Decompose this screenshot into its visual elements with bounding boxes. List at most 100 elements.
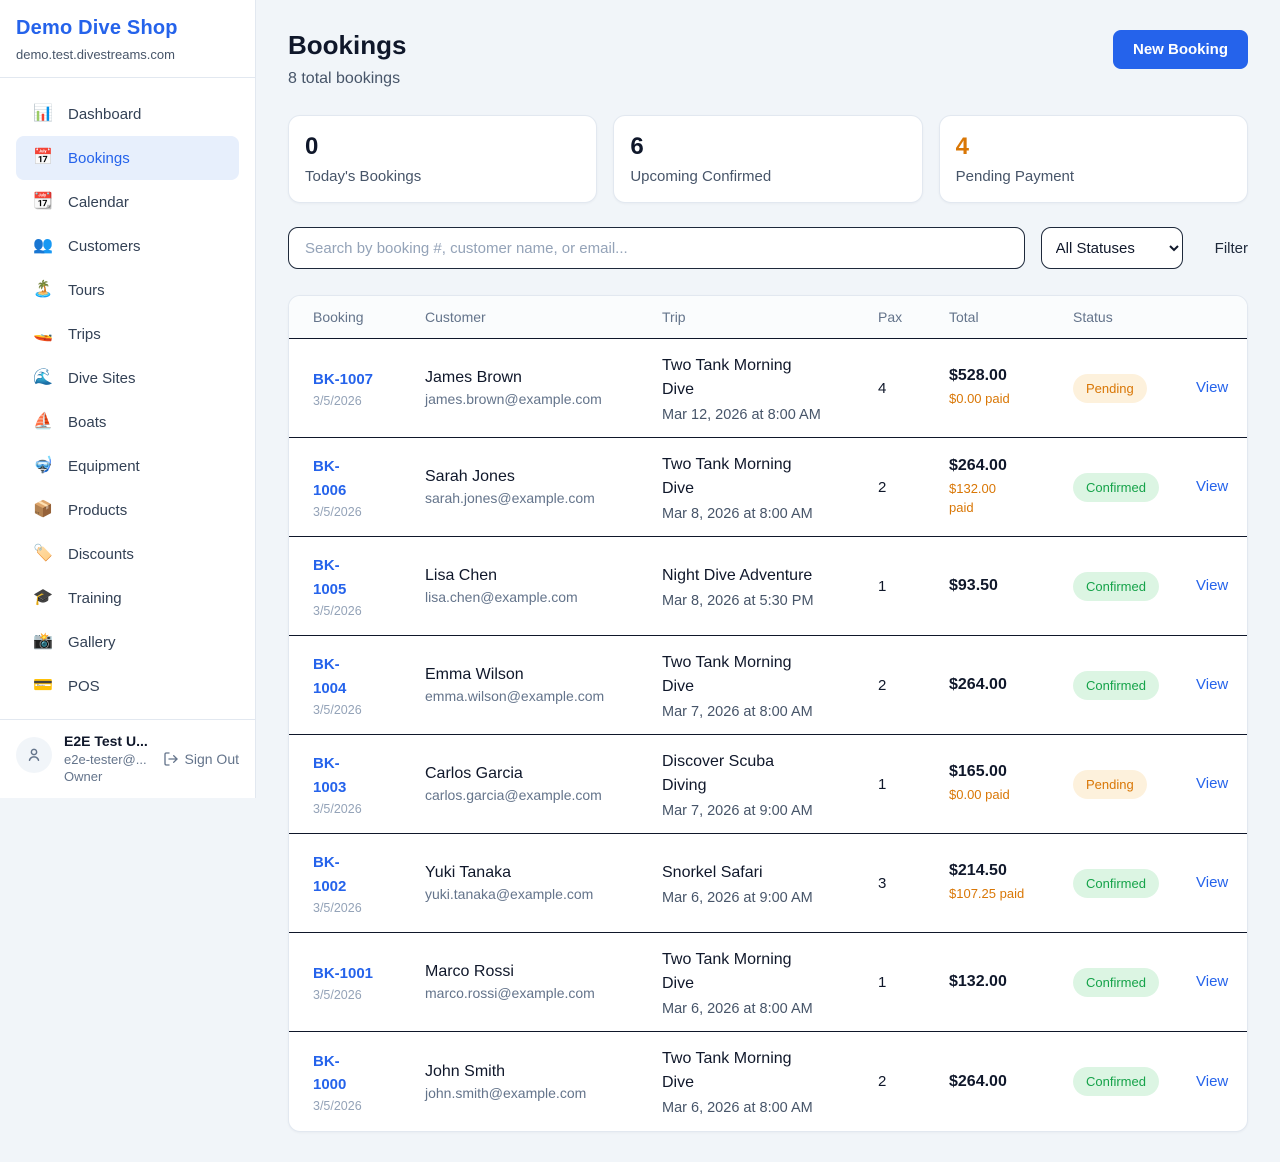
sidebar-item-dashboard[interactable]: 📊 Dashboard	[16, 92, 239, 136]
view-link[interactable]: View	[1196, 379, 1229, 396]
booking-cell: BK- 1000 3/5/2026	[313, 1050, 425, 1114]
booking-date: 3/5/2026	[313, 1099, 362, 1114]
table-row: BK-1001 3/5/2026 Marco Rossi marco.rossi…	[289, 933, 1247, 1032]
customer-email: emma.wilson@example.com	[425, 688, 605, 704]
sidebar-item-label: Customers	[68, 237, 141, 255]
actions-cell: View	[1196, 676, 1228, 694]
status-badge: Confirmed	[1073, 571, 1159, 601]
column-header-booking: Booking	[313, 309, 364, 325]
actions-cell: View	[1196, 1073, 1228, 1091]
status-badge: Pending	[1073, 373, 1147, 403]
sign-out-button[interactable]: Sign Out	[163, 751, 239, 767]
sidebar-item-products[interactable]: 📦 Products	[16, 488, 239, 532]
total-amount: $264.00	[949, 1072, 1007, 1090]
trip-name: Discover Scuba Diving	[662, 752, 775, 794]
total-cell: $264.00	[949, 1073, 1073, 1091]
paid-amount: $132.00 paid	[949, 480, 996, 516]
view-link[interactable]: View	[1196, 1072, 1229, 1090]
booking-number-link[interactable]: BK- 1002	[313, 854, 347, 895]
booking-cell: BK-1001 3/5/2026	[313, 962, 425, 1002]
trip-name: Two Tank Morning Dive	[662, 950, 792, 992]
view-link[interactable]: View	[1196, 973, 1229, 990]
sidebar-item-label: Bookings	[68, 149, 130, 167]
bookings-count: 8 total bookings	[288, 70, 401, 87]
booking-number-link[interactable]: BK- 1003	[313, 755, 347, 796]
filter-controls: All Statuses Filter	[288, 227, 1248, 269]
total-amount: $132.00	[949, 973, 1007, 990]
actions-cell: View	[1196, 973, 1228, 991]
status-filter-select[interactable]: All Statuses	[1040, 227, 1183, 269]
customer-name: Lisa Chen	[425, 567, 498, 584]
speedboat-icon: 🚤	[33, 325, 53, 342]
customer-email: james.brown@example.com	[425, 391, 602, 407]
sidebar-item-customers[interactable]: 👥 Customers	[16, 224, 239, 268]
sidebar-item-label: Equipment	[68, 457, 140, 475]
booking-number-link[interactable]: BK- 1005	[313, 557, 347, 598]
new-booking-button[interactable]: New Booking	[1112, 30, 1248, 69]
sidebar-item-tours[interactable]: 🏝️ Tours	[16, 268, 239, 312]
view-link[interactable]: View	[1196, 478, 1229, 495]
diving-mask-icon: 🤿	[33, 457, 53, 474]
sidebar-item-gallery[interactable]: 📸 Gallery	[16, 620, 239, 664]
trip-datetime: Mar 8, 2026 at 8:00 AM	[662, 505, 813, 522]
pax-cell: 4	[878, 379, 887, 397]
status-badge: Confirmed	[1073, 1067, 1159, 1096]
sidebar-item-label: Training	[68, 589, 122, 607]
view-link[interactable]: View	[1196, 775, 1229, 792]
tear-off-calendar-icon: 📆	[33, 193, 53, 210]
user-email: e2e-tester@...	[64, 751, 147, 767]
filter-button[interactable]: Filter	[1214, 239, 1248, 257]
trip-cell: Snorkel Safari Mar 6, 2026 at 9:00 AM	[662, 861, 878, 906]
customer-name: Yuki Tanaka	[425, 864, 511, 881]
booking-number-link[interactable]: BK- 1006	[313, 458, 347, 499]
customer-name: Marco Rossi	[425, 963, 514, 980]
sidebar-item-label: POS	[68, 677, 100, 695]
table-header-row: Booking Customer Trip Pax Total Status	[289, 296, 1247, 339]
pax-cell: 3	[878, 874, 887, 892]
total-cell: $93.50	[949, 577, 1073, 595]
customer-email: carlos.garcia@example.com	[425, 787, 602, 803]
customer-cell: John Smith john.smith@example.com	[425, 1063, 662, 1101]
customer-name: James Brown	[425, 369, 522, 386]
avatar	[16, 737, 52, 773]
sidebar-item-boats[interactable]: ⛵ Boats	[16, 400, 239, 444]
view-link[interactable]: View	[1196, 676, 1229, 693]
sidebar-item-label: Tours	[68, 281, 105, 299]
trip-datetime: Mar 7, 2026 at 8:00 AM	[662, 703, 813, 720]
sidebar-item-trips[interactable]: 🚤 Trips	[16, 312, 239, 356]
logout-icon	[163, 752, 178, 766]
wave-icon: 🌊	[33, 369, 53, 386]
sidebar-item-pos[interactable]: 💳 POS	[16, 664, 239, 708]
view-link[interactable]: View	[1196, 577, 1229, 594]
sidebar-item-bookings[interactable]: 📅 Bookings	[16, 136, 239, 180]
booking-number-link[interactable]: BK-1007	[313, 370, 374, 388]
booking-number-link[interactable]: BK- 1004	[313, 656, 347, 697]
customer-email: lisa.chen@example.com	[425, 589, 578, 605]
sidebar-item-training[interactable]: 🎓 Training	[16, 576, 239, 620]
sidebar-item-discounts[interactable]: 🏷️ Discounts	[16, 532, 239, 576]
table-body: BK-1007 3/5/2026 James Brown james.brown…	[289, 339, 1247, 1131]
view-link[interactable]: View	[1196, 874, 1229, 891]
search-input[interactable]	[288, 227, 1025, 269]
sidebar-item-calendar[interactable]: 📆 Calendar	[16, 180, 239, 224]
booking-cell: BK- 1005 3/5/2026	[313, 554, 425, 618]
customer-cell: Emma Wilson emma.wilson@example.com	[425, 666, 662, 704]
sidebar-item-label: Products	[68, 501, 128, 519]
trip-cell: Two Tank Morning Dive Mar 6, 2026 at 8:0…	[662, 1047, 878, 1116]
customer-email: yuki.tanaka@example.com	[425, 886, 594, 902]
bar-chart-icon: 📊	[33, 105, 53, 122]
pax-cell: 2	[878, 676, 887, 694]
status-cell: Confirmed	[1073, 472, 1196, 502]
booking-cell: BK- 1004 3/5/2026	[313, 653, 425, 717]
customer-email: sarah.jones@example.com	[425, 490, 595, 506]
total-cell: $264.00 $132.00 paid	[949, 457, 1073, 518]
stats-row: 0 Today's Bookings 6 Upcoming Confirmed …	[288, 115, 1248, 203]
main-content: Bookings 8 total bookings New Booking 0 …	[256, 0, 1280, 1162]
total-cell: $528.00 $0.00 paid	[949, 367, 1073, 409]
sidebar-user-section: E2E Test U... e2e-tester@... Sign Out Ow…	[0, 719, 255, 798]
booking-date: 3/5/2026	[313, 801, 362, 816]
booking-number-link[interactable]: BK- 1000	[313, 1052, 347, 1093]
sidebar-item-dive-sites[interactable]: 🌊 Dive Sites	[16, 356, 239, 400]
sidebar-item-equipment[interactable]: 🤿 Equipment	[16, 444, 239, 488]
booking-number-link[interactable]: BK-1001	[313, 964, 374, 982]
